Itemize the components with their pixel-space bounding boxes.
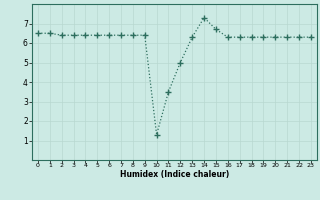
X-axis label: Humidex (Indice chaleur): Humidex (Indice chaleur) — [120, 170, 229, 179]
